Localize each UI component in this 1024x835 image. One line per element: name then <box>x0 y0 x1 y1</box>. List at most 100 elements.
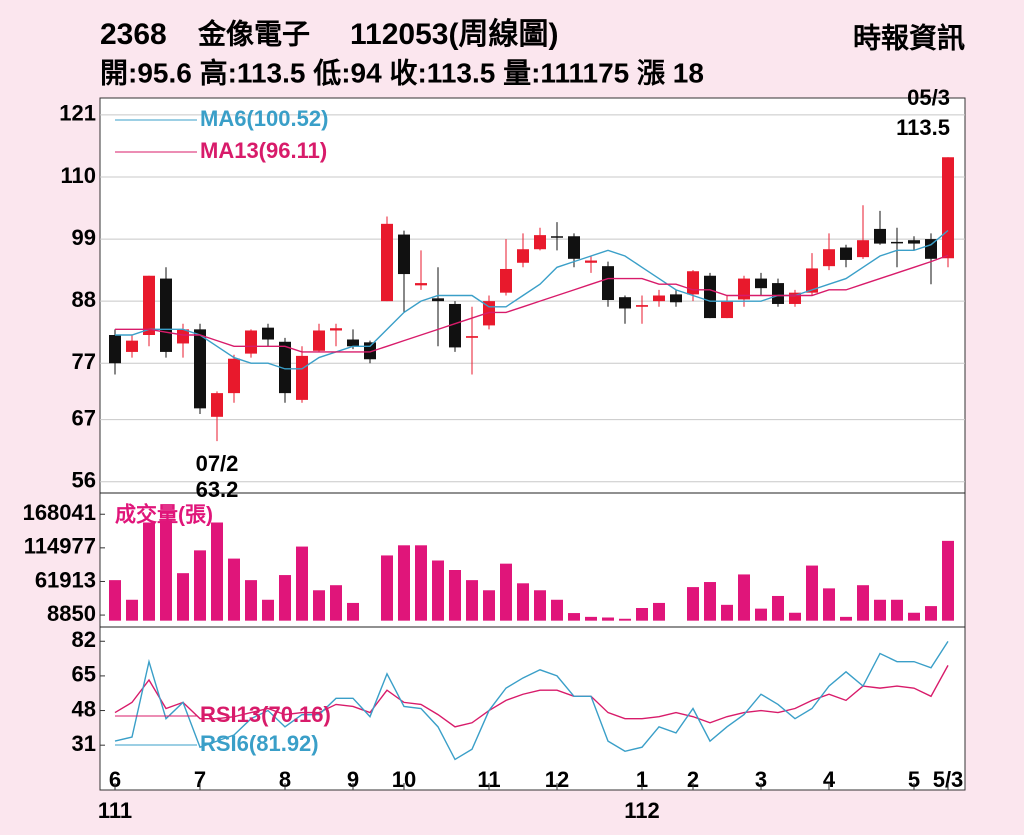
candle-body <box>313 330 325 351</box>
volume-bar <box>381 555 393 621</box>
y-tick-label: 121 <box>59 101 96 126</box>
annotation-value: 113.5 <box>896 115 950 140</box>
candle-body <box>432 298 444 302</box>
subtitle: 開:95.6 高:113.5 低:94 收:113.5 量:111175 漲 1… <box>100 57 704 88</box>
volume-bar <box>823 588 835 621</box>
candle-body <box>602 266 614 301</box>
y-tick-label: 99 <box>72 225 96 250</box>
candle-body <box>245 330 257 354</box>
volume-bar <box>908 612 920 621</box>
volume-bar <box>925 606 937 621</box>
x-tick-label: 9 <box>347 767 359 792</box>
volume-bar <box>449 570 461 621</box>
candle-body <box>466 336 478 338</box>
y-tick-label: 31 <box>72 731 96 756</box>
x-tick-label: 3 <box>755 767 767 792</box>
volume-bar <box>432 560 444 621</box>
candle-body <box>534 235 546 250</box>
candle-body <box>704 275 716 319</box>
annotation-value: 63.2 <box>196 477 239 502</box>
y-tick-label: 82 <box>72 627 96 652</box>
line-series <box>115 254 949 353</box>
plot-area <box>99 97 966 791</box>
candle-body <box>211 393 223 417</box>
candle-body <box>228 358 240 394</box>
volume-bar <box>296 546 308 621</box>
candle-body <box>857 240 869 258</box>
y-tick-label: 48 <box>72 696 96 721</box>
candle-body <box>636 305 648 307</box>
legend-label: MA6(100.52) <box>200 106 328 131</box>
volume-bar <box>653 602 665 621</box>
volume-bar <box>313 590 325 621</box>
volume-bar <box>398 545 410 621</box>
volume-bar <box>347 602 359 621</box>
candle-body <box>908 240 920 244</box>
y-tick-label: 168041 <box>23 500 96 525</box>
line-series <box>114 641 949 761</box>
candle-body <box>653 295 665 302</box>
title-name: 金像電子 <box>197 17 310 49</box>
source: 時報資訊 <box>853 21 965 53</box>
x-tick-label: 8 <box>279 767 291 792</box>
volume-bar <box>194 550 206 621</box>
y-tick-label: 114977 <box>24 534 96 559</box>
volume-bar <box>228 558 240 621</box>
candle-body <box>670 294 682 303</box>
candle-body <box>806 268 818 293</box>
y-tick-label: 65 <box>72 662 96 687</box>
candle-body <box>381 223 393 302</box>
candle-body <box>840 247 852 260</box>
volume-bar <box>874 599 886 621</box>
y-tick-label: 110 <box>61 163 97 188</box>
volume-bar <box>721 604 733 621</box>
line-series <box>114 665 949 728</box>
volume-bar <box>636 608 648 621</box>
y-tick-label: 67 <box>72 405 96 430</box>
candle-body <box>551 236 563 238</box>
volume-bar <box>143 522 155 621</box>
annotation-label: 05/3 <box>907 85 950 110</box>
y-tick-label: 61913 <box>35 567 96 592</box>
x-tick-label: 2 <box>687 767 699 792</box>
year-label: 111 <box>98 798 132 823</box>
x-tick-label: 4 <box>823 767 836 792</box>
candle-body <box>721 301 733 319</box>
y-tick-label: 56 <box>72 468 96 493</box>
volume-bar <box>551 599 563 621</box>
y-tick-label: 77 <box>72 349 96 374</box>
candle-body <box>415 283 427 286</box>
candle-body <box>109 335 121 364</box>
line-series <box>115 229 949 370</box>
title-code: 2368 <box>100 18 167 51</box>
candle-body <box>194 329 206 409</box>
candle-body <box>738 278 750 300</box>
candle-body <box>347 339 359 347</box>
volume-bar <box>415 545 427 621</box>
volume-bar <box>109 580 121 621</box>
x-tick-label: 5 <box>908 767 920 792</box>
x-tick-label: 1 <box>636 767 648 792</box>
x-tick-label: 7 <box>194 767 206 792</box>
title-period: 112053(周線圖) <box>350 17 558 51</box>
candle-body <box>296 355 308 400</box>
candle-body <box>517 249 529 263</box>
legend-label: MA13(96.11) <box>200 138 327 163</box>
candle-body <box>619 297 631 309</box>
volume-bar <box>262 599 274 621</box>
volume-bar <box>517 583 529 621</box>
candle-body <box>942 157 954 259</box>
volume-bar <box>126 599 138 621</box>
volume-bar <box>789 612 801 621</box>
volume-bar <box>687 587 699 621</box>
candle-body <box>568 236 580 259</box>
candle-body <box>160 278 172 352</box>
candle-body <box>874 228 886 244</box>
legend-label: RSI6(81.92) <box>200 731 319 756</box>
candle-body <box>772 283 784 304</box>
volume-bar <box>534 590 546 621</box>
candle-body <box>500 268 512 293</box>
volume-bar <box>245 580 257 621</box>
